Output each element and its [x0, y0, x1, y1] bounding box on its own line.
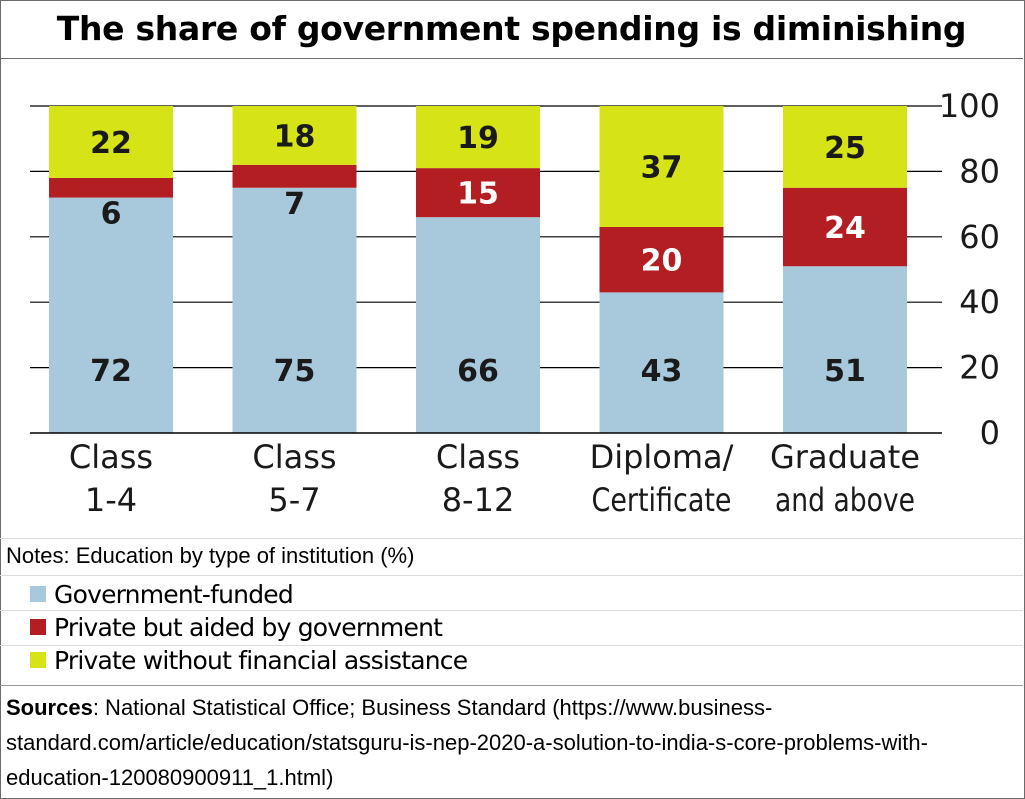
bar-segment [232, 187, 357, 433]
y-tick-label: 60 [959, 218, 1000, 256]
bar-segment [783, 106, 907, 188]
legend-label: Private without financial assistance [54, 645, 468, 675]
bar-segment [599, 106, 724, 227]
legend-swatch [30, 586, 46, 602]
chart-title: The share of government spending is dimi… [0, 0, 1023, 59]
sources-body: : National Statistical Office; Business … [6, 695, 928, 790]
bar-segment [49, 177, 173, 198]
divider-line [0, 575, 1023, 576]
bar-segment [783, 266, 907, 433]
bar-segment [49, 106, 173, 178]
data-label: 66 [457, 354, 499, 389]
x-tick-label: 5-7 [268, 481, 320, 519]
data-label: 51 [824, 354, 866, 389]
bar-segment [416, 106, 540, 169]
data-label: 20 [641, 244, 683, 279]
data-label: 6 [101, 197, 122, 232]
bar-segment [416, 217, 540, 433]
data-label: 18 [274, 119, 316, 154]
legend-item-private-unaided: Private without financial assistance [30, 645, 630, 675]
y-tick-label: 20 [959, 349, 1000, 387]
bar-segment [232, 164, 357, 188]
legend-item-private-aided: Private but aided by government [30, 612, 630, 642]
divider-line [0, 645, 1023, 646]
data-label: 15 [457, 177, 499, 212]
x-tick-label: 1-4 [85, 481, 137, 519]
bar-segment [232, 106, 357, 165]
data-label: 7 [284, 187, 305, 222]
sources-label: Sources [6, 695, 93, 720]
divider-line [0, 685, 1023, 686]
legend-label: Private but aided by government [54, 612, 443, 642]
data-label: 75 [274, 354, 316, 389]
legend-label: Government-funded [54, 579, 294, 609]
data-label: 25 [824, 131, 866, 166]
bar-segment [599, 226, 724, 293]
data-label: 43 [641, 354, 683, 389]
x-tick-label: Class [69, 438, 153, 476]
x-tick-label: Class [436, 438, 520, 476]
data-label: 24 [824, 211, 866, 246]
divider-line [0, 610, 1023, 611]
divider-line [0, 538, 1023, 539]
x-tick-label: Certificate [592, 481, 732, 519]
y-tick-label: 40 [959, 283, 1000, 321]
x-tick-label: Class [252, 438, 336, 476]
bar-segment [416, 168, 540, 218]
notes-text: Notes: Education by type of institution … [6, 543, 415, 568]
legend-swatch [30, 652, 46, 668]
x-tick-label: and above [775, 481, 915, 519]
bar-segment [783, 187, 907, 267]
y-tick-label: 100 [939, 87, 1000, 125]
legend-item-government-funded: Government-funded [30, 579, 630, 609]
x-tick-label: 8-12 [442, 481, 515, 519]
x-tick-label: Graduate [770, 438, 920, 476]
stacked-bar-chart: 72 6 22 75 7 18 66 15 19 43 20 37 51 24 25 0 20 40 60 80 100… [30, 87, 1000, 519]
data-label: 19 [457, 121, 499, 156]
bar-segment [49, 197, 173, 433]
sources-text: Sources: National Statistical Office; Bu… [6, 690, 1006, 795]
y-tick-label: 0 [980, 414, 1000, 452]
bar-segment [599, 292, 724, 433]
data-label: 72 [90, 354, 132, 389]
data-label: 37 [641, 150, 683, 185]
data-label: 22 [90, 126, 132, 161]
legend-swatch [30, 619, 46, 635]
x-tick-label: Diploma/ [590, 438, 734, 476]
y-tick-label: 80 [959, 152, 1000, 190]
